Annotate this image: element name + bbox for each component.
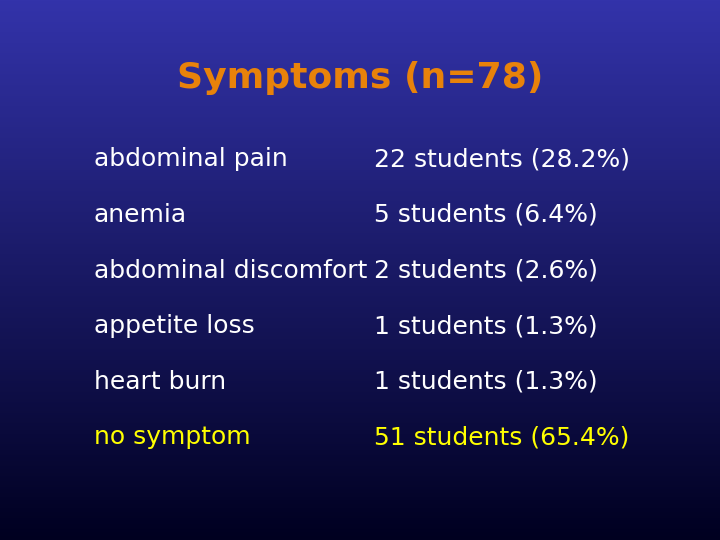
Text: 5 students (6.4%): 5 students (6.4%): [374, 203, 598, 227]
Text: 2 students (2.6%): 2 students (2.6%): [374, 259, 598, 282]
Text: appetite loss: appetite loss: [94, 314, 254, 338]
Text: 1 students (1.3%): 1 students (1.3%): [374, 314, 598, 338]
Text: no symptom: no symptom: [94, 426, 251, 449]
Text: heart burn: heart burn: [94, 370, 226, 394]
Text: anemia: anemia: [94, 203, 186, 227]
Text: 1 students (1.3%): 1 students (1.3%): [374, 370, 598, 394]
Text: Symptoms (n=78): Symptoms (n=78): [177, 62, 543, 95]
Text: abdominal discomfort: abdominal discomfort: [94, 259, 367, 282]
Text: 51 students (65.4%): 51 students (65.4%): [374, 426, 630, 449]
Text: abdominal pain: abdominal pain: [94, 147, 287, 171]
Text: 22 students (28.2%): 22 students (28.2%): [374, 147, 631, 171]
